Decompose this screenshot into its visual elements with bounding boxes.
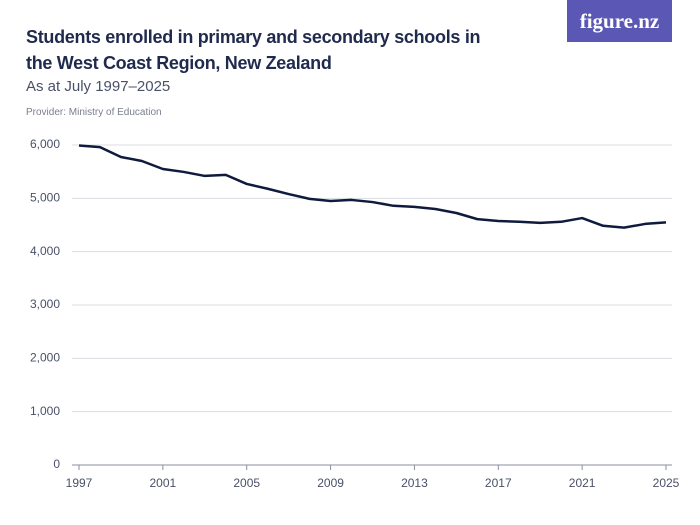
y-tick-label: 6,000 [30, 137, 60, 151]
x-tick-label: 2013 [401, 476, 428, 490]
y-tick-label: 4,000 [30, 244, 60, 258]
provider: Provider: Ministry of Education [26, 107, 162, 118]
y-tick-label: 0 [53, 457, 60, 471]
data-line [78, 144, 667, 229]
chart-subtitle: As at July 1997–2025 [26, 78, 171, 95]
x-tick-label: 2017 [485, 476, 512, 490]
y-tick-label: 5,000 [30, 191, 60, 205]
x-tick-label: 2001 [150, 476, 177, 490]
chart-title: Students enrolled in primary and seconda… [26, 27, 481, 73]
x-tick-label: 2025 [653, 476, 680, 490]
x-tick-label: 2005 [233, 476, 260, 490]
y-tick-label: 2,000 [30, 351, 60, 365]
y-tick-label: 1,000 [30, 404, 60, 418]
x-tick-label: 1997 [66, 476, 93, 490]
y-tick-label: 3,000 [30, 297, 60, 311]
x-tick-label: 2009 [317, 476, 344, 490]
logo[interactable]: figure.nz [567, 0, 672, 42]
x-tick-label: 2021 [569, 476, 596, 490]
